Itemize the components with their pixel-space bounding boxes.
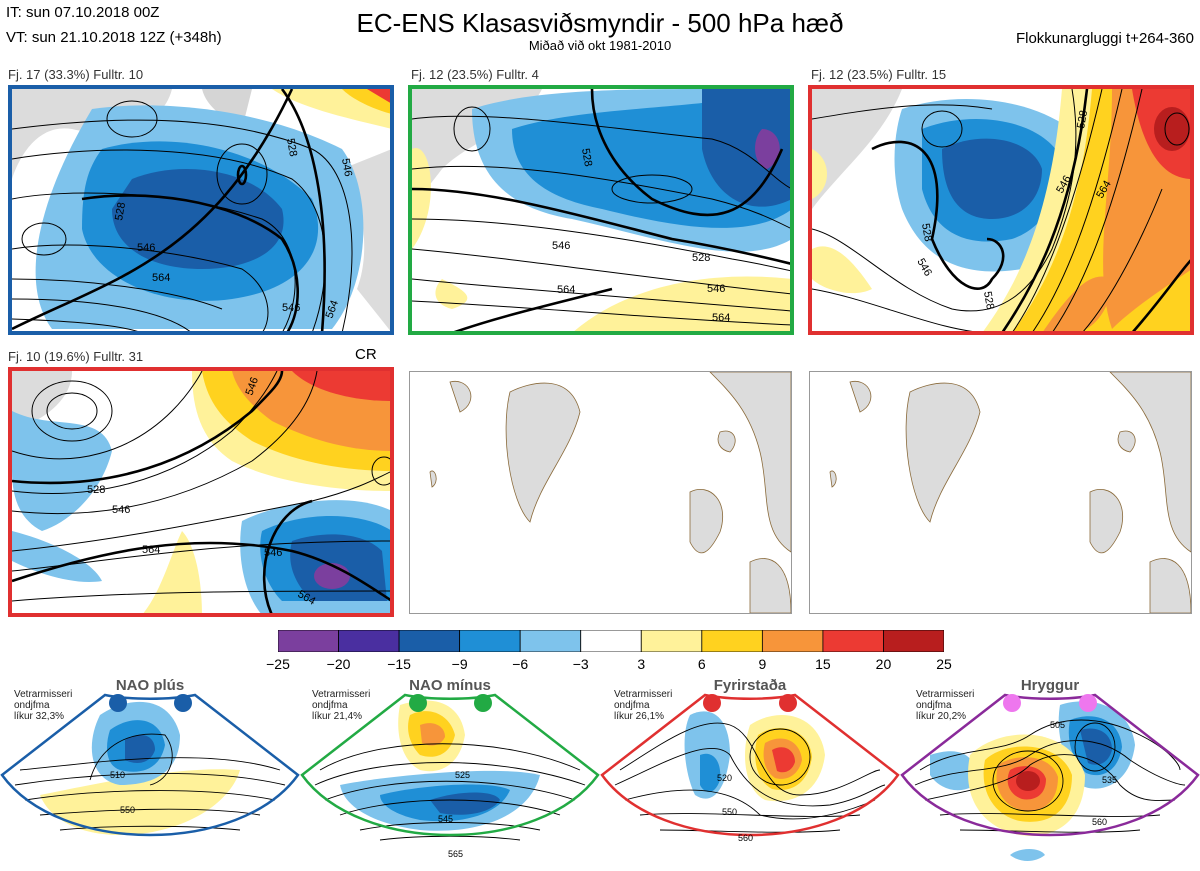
contour-label: 546 (112, 504, 130, 516)
colorbar-tick-label: 3 (637, 656, 646, 672)
contour-label: 565 (448, 849, 463, 859)
colorbar-tick-label: 15 (815, 656, 831, 672)
colorbar-swatch (761, 630, 824, 652)
contour-label: 528 (113, 201, 128, 221)
regime-title: NAO mínus (409, 677, 491, 694)
contour-label: 560 (738, 833, 753, 843)
colorbar-tick-label: 9 (758, 656, 767, 672)
initial-time-label: IT: sun 07.10.2018 00Z (6, 4, 160, 21)
empty-map-6 (809, 371, 1192, 614)
cluster-map-4: 546 528 546 564 546 564 (8, 367, 394, 617)
regime-nao-minus: 525 545 565 NAO mínus Vetrarmisseri ondj… (300, 675, 600, 871)
cluster-map-2: 528 546 528 564 546 564 (408, 85, 794, 335)
contour-label: 564 (712, 312, 730, 324)
contour-label: 564 (324, 299, 342, 320)
panel-1-label: Fj. 17 (33.3%) Fulltr. 10 (8, 67, 144, 82)
contour-label: 535 (1102, 775, 1117, 785)
regime-ridge: 505 535 560 Hryggur Vetrarmisseri ondjfm… (900, 675, 1200, 871)
valid-time-label: VT: sun 21.10.2018 12Z (+348h) (6, 29, 222, 46)
cluster-map-3: 528 546 528 546 564 528 (808, 85, 1194, 335)
contour-label: 528 (692, 252, 710, 264)
contour-label: 528 (579, 147, 594, 167)
contour-label: 528 (919, 222, 934, 242)
regime-nao-plus: 510 550 NAO plús Vetrarmisseri ondjfma l… (0, 675, 300, 871)
regime-description: Vetrarmisseri ondjfma líkur 21,4% (312, 689, 371, 722)
contour-label: 546 (282, 302, 300, 314)
empty-map-5 (409, 371, 792, 614)
contour-label: 546 (552, 240, 570, 252)
colorbar-swatch (398, 630, 461, 652)
colorbar-tick-label: 20 (875, 656, 892, 672)
contour-label: 510 (110, 770, 125, 780)
regime-description: Vetrarmisseri ondjfma líkur 20,2% (916, 689, 975, 722)
colorbar-tick-label: −3 (572, 656, 589, 672)
colorbar-swatch (519, 630, 582, 652)
colorbar-swatch (701, 630, 763, 652)
colorbar-swatch (278, 630, 339, 652)
colorbar-swatch (822, 630, 884, 652)
contour-label: 564 (557, 284, 575, 296)
colorbar-tick-label: 6 (697, 656, 706, 672)
contour-label: 550 (722, 807, 737, 817)
panel-4-cr-tag: CR (355, 346, 377, 363)
regime-blocking: 520 550 560 Fyrirstaða Vetrarmisseri ond… (600, 675, 900, 871)
regime-title: Fyrirstaða (713, 677, 787, 694)
colorbar-tick-label: −25 (266, 656, 290, 672)
cluster-map-1: 528 546 564 546 528 546 564 (8, 85, 394, 335)
contour-label: 525 (455, 770, 470, 780)
colorbar-tick-label: −20 (326, 656, 351, 672)
colorbar-swatch (580, 630, 642, 652)
contour-label: 528 (284, 137, 299, 157)
contour-label: 546 (137, 242, 155, 254)
contour-label: 528 (981, 290, 996, 310)
regime-title: NAO plús (115, 677, 185, 694)
colorbar-tick-label: −6 (512, 656, 529, 672)
contour-label: 550 (120, 805, 135, 815)
contour-label: 560 (1092, 817, 1107, 827)
contour-label: 546 (244, 376, 262, 397)
contour-label: 546 (264, 547, 282, 559)
contour-label: 564 (152, 272, 170, 284)
colorbar-swatch (640, 630, 703, 652)
regime-description: Vetrarmisseri ondjfma líkur 26,1% (614, 689, 673, 722)
colorbar-tick-label: −9 (451, 656, 468, 672)
contour-label: 546 (707, 283, 725, 295)
colorbar-tick-label: −15 (387, 656, 411, 672)
contour-label: 545 (438, 814, 453, 824)
contour-label: 546 (339, 157, 354, 177)
contour-label: 564 (142, 544, 160, 556)
panel-4-label: Fj. 10 (19.6%) Fulltr. 31 (8, 349, 144, 364)
panel-2-label: Fj. 12 (23.5%) Fulltr. 4 (411, 67, 539, 82)
colorbar-swatch (338, 630, 400, 652)
colorbar-tick-label: 25 (936, 656, 952, 672)
colorbar-swatch (883, 630, 944, 652)
contour-label: 505 (1050, 720, 1065, 730)
classification-window-label: Flokkunargluggi t+264-360 (1015, 30, 1194, 47)
colorbar-swatch (459, 630, 521, 652)
regime-title: Hryggur (1020, 677, 1080, 694)
contour-label: 528 (1075, 109, 1090, 129)
anomaly-colorbar (278, 630, 944, 652)
panel-3-label: Fj. 12 (23.5%) Fulltr. 15 (811, 67, 947, 82)
contour-label: 520 (717, 773, 732, 783)
contour-label: 528 (87, 484, 105, 496)
page-title: EC-ENS Klasasviðsmyndir - 500 hPa hæð (356, 8, 844, 38)
regime-description: Vetrarmisseri ondjfma líkur 32,3% (14, 689, 73, 722)
page-subtitle: Miðað við okt 1981-2010 (528, 38, 672, 53)
